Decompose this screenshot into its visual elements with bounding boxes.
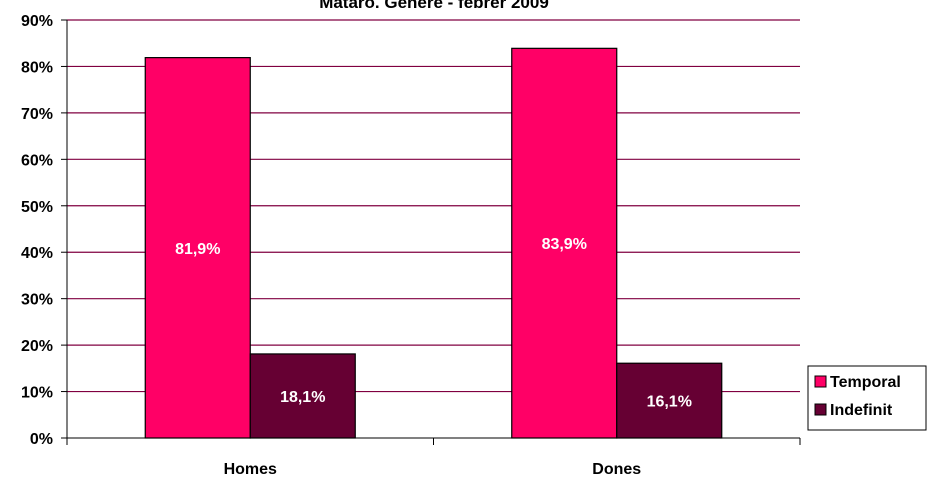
legend-label-indefinit: Indefinit (830, 402, 893, 419)
y-tick-label: 90% (21, 13, 53, 30)
legend-swatch-indefinit (814, 403, 827, 416)
legend: Temporal Indefinit (807, 365, 927, 431)
data-label: 83,9% (542, 236, 587, 253)
bar-temporal-dones (511, 47, 618, 439)
legend-label-temporal: Temporal (830, 374, 901, 391)
x-tick-label: Homes (224, 461, 277, 478)
bar-temporal-homes (144, 57, 251, 439)
y-tick-label: 40% (21, 245, 53, 262)
bar-indefinit-dones (616, 362, 723, 439)
x-tick-label: Dones (592, 461, 641, 478)
bars (144, 47, 723, 439)
y-tick-label: 80% (21, 59, 53, 76)
chart-title: Mataró. Gènere - febrer 2009 (319, 0, 549, 12)
axes: 0% 10% 20% 30% 40% 50% 60% 70% 80% 90% Homes Dones (21, 13, 801, 478)
bar-indefinit-homes (249, 353, 356, 439)
data-label: 18,1% (280, 389, 325, 406)
legend-swatch-temporal (814, 375, 827, 388)
y-tick-label: 50% (21, 199, 53, 216)
y-tick-label: 20% (21, 338, 53, 355)
data-label: 81,9% (175, 241, 220, 258)
y-tick-label: 0% (30, 431, 53, 448)
y-tick-label: 70% (21, 106, 53, 123)
data-labels: 81,9% 18,1% 83,9% 16,1% (175, 236, 692, 410)
y-tick-label: 60% (21, 152, 53, 169)
data-label: 16,1% (647, 394, 692, 411)
y-tick-label: 10% (21, 385, 53, 402)
legend-box (807, 365, 927, 431)
y-tick-label: 30% (21, 292, 53, 309)
